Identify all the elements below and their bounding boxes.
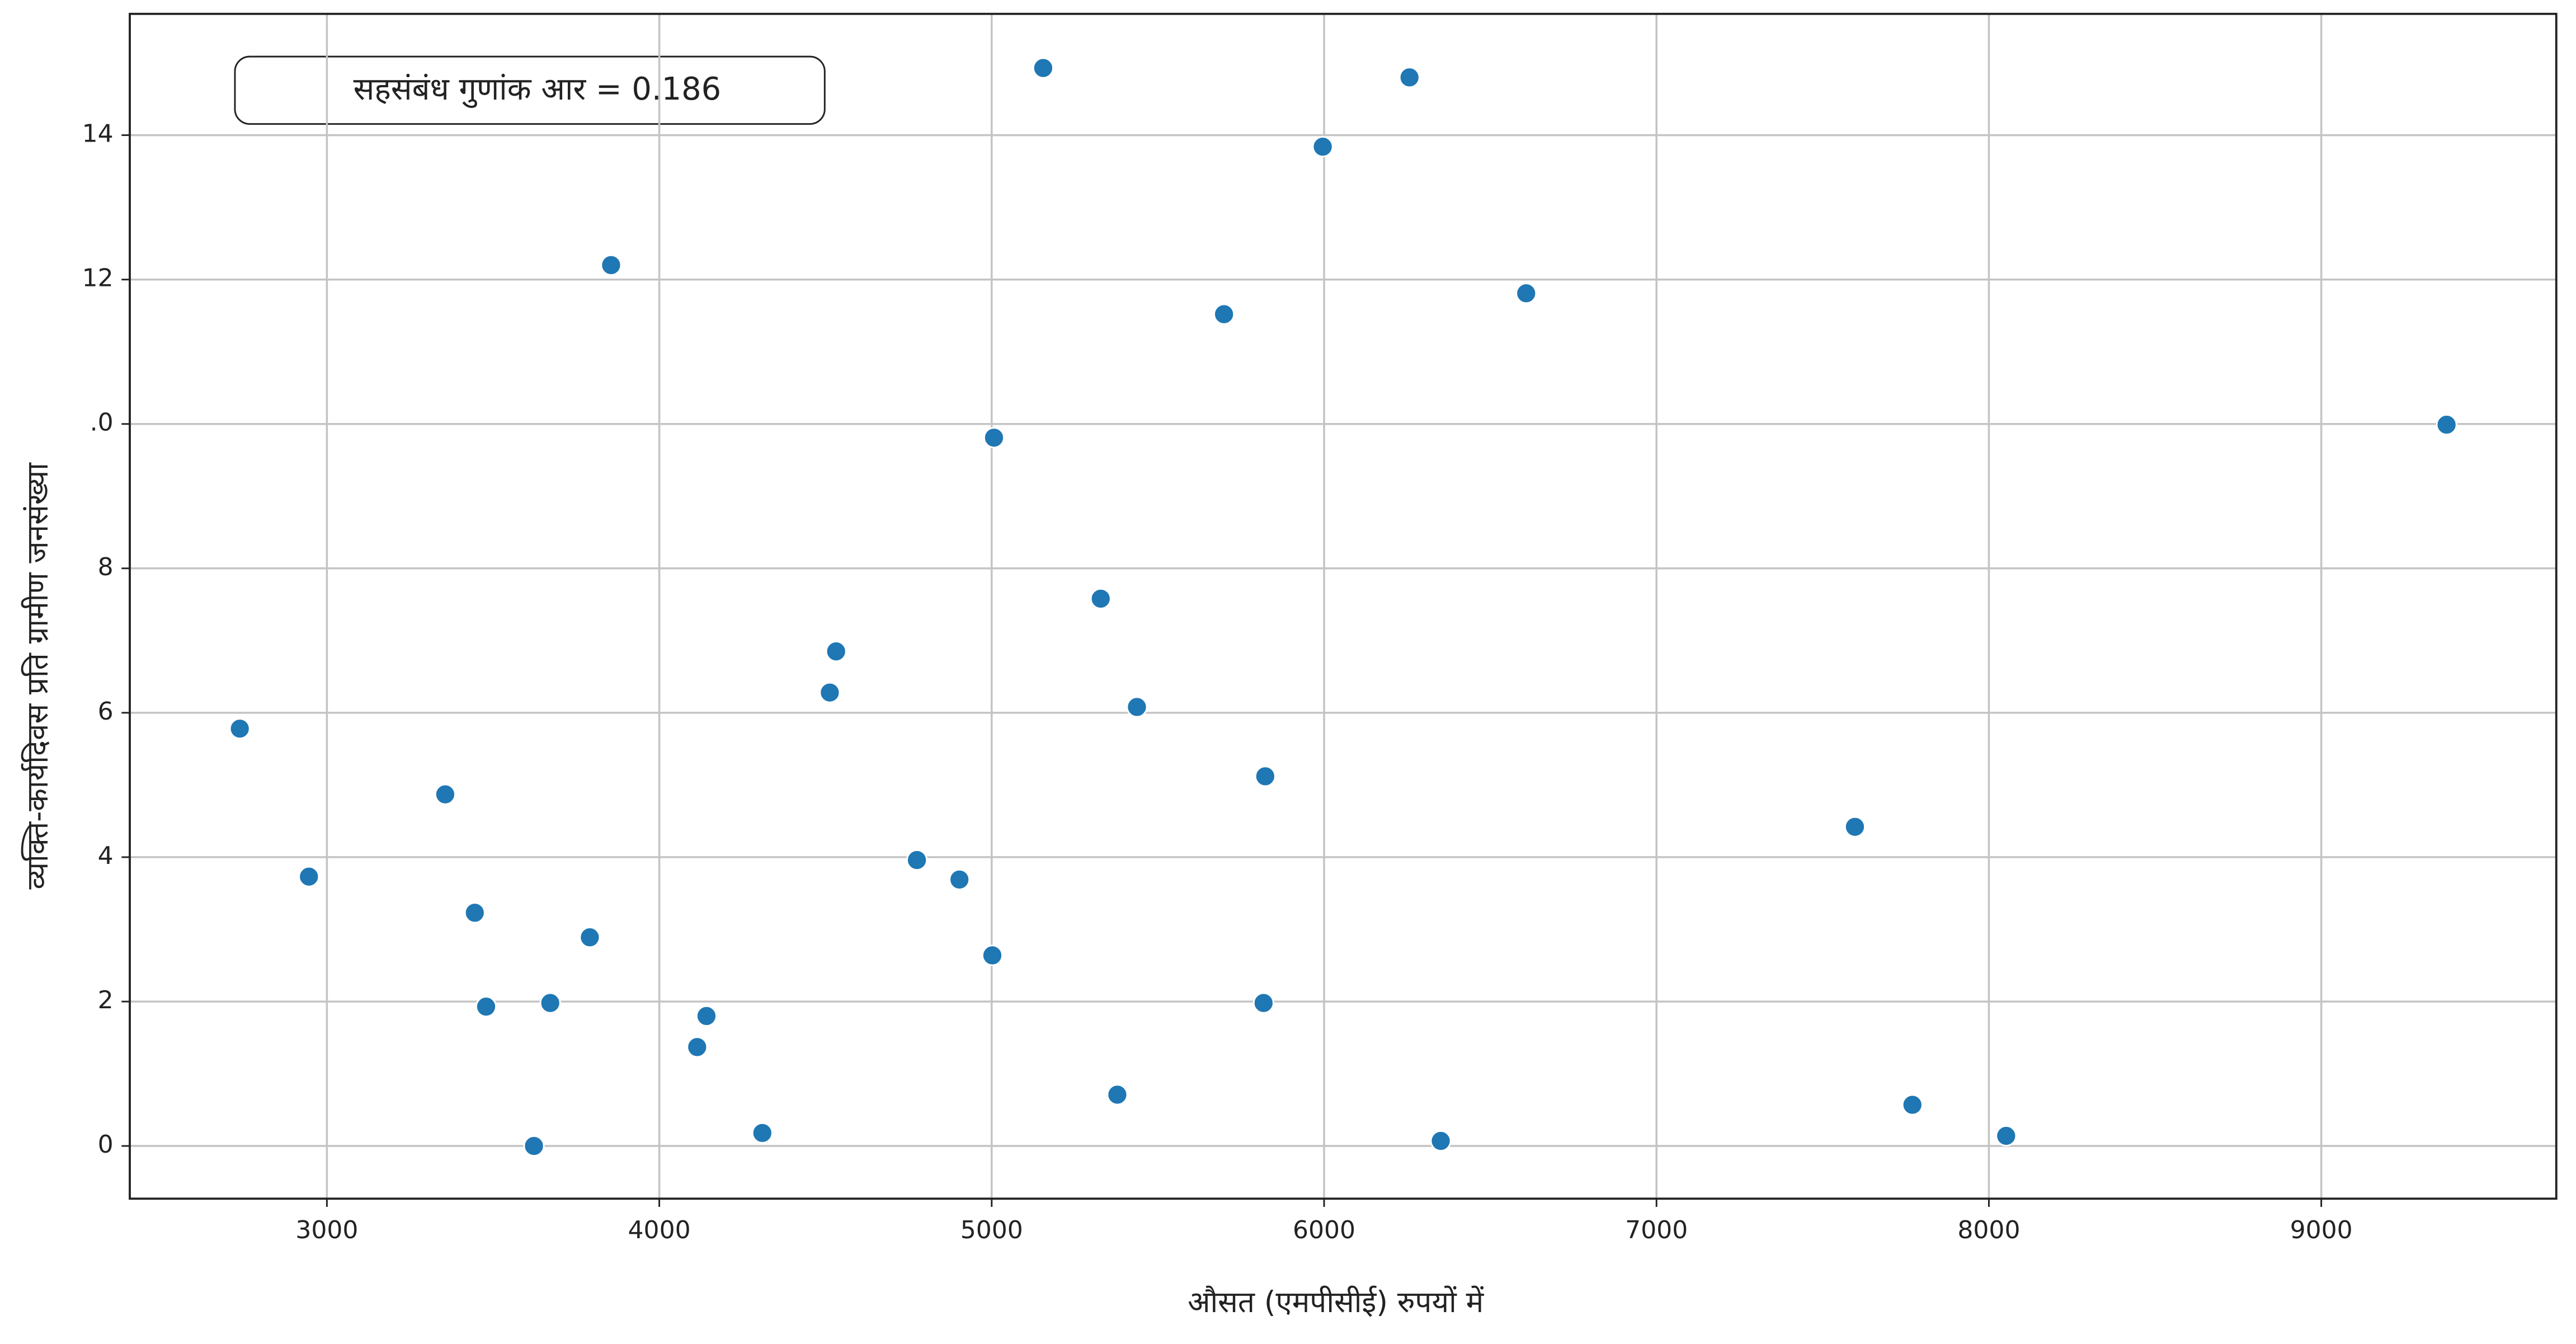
point	[1126, 696, 1148, 718]
point	[983, 427, 1005, 449]
point	[1213, 303, 1235, 325]
x-axis-label: औसत (एमपीसीई) रुपयों में	[1188, 1285, 1485, 1319]
point	[464, 902, 486, 924]
point	[819, 682, 841, 703]
annotation: सहसंबंध गुणांक आर = 0.186	[354, 71, 722, 108]
x-tick-label: 7000	[1625, 1216, 1688, 1244]
point	[539, 992, 561, 1014]
y-tick-label: 12	[82, 264, 114, 293]
y-tick-label: 14	[82, 120, 114, 148]
x-tick-label: 3000	[295, 1216, 358, 1244]
y-tick-label: .0	[90, 408, 114, 437]
point	[695, 1005, 718, 1027]
point	[1398, 67, 1420, 88]
x-tick-label: 5000	[960, 1216, 1023, 1244]
y-tick-label: 6	[98, 697, 114, 726]
annotation-box	[234, 55, 826, 125]
point	[579, 927, 601, 948]
x-tick-label: 6000	[1293, 1216, 1355, 1244]
y-tick-label: 0	[98, 1130, 114, 1159]
point	[1090, 588, 1112, 610]
point	[600, 254, 622, 276]
point	[2436, 413, 2457, 436]
point	[434, 783, 456, 805]
x-tick-label: 4000	[628, 1216, 691, 1244]
point	[1312, 136, 1334, 158]
point	[981, 944, 1004, 966]
point	[1901, 1094, 1923, 1116]
point	[1254, 765, 1276, 787]
point	[751, 1122, 773, 1144]
point	[298, 866, 320, 887]
point	[475, 995, 497, 1018]
y-axis-label: व्यक्ति-कार्यदिवस प्रति ग्रामीण जनसंख्या	[21, 462, 55, 890]
point	[1515, 283, 1537, 304]
point	[686, 1036, 708, 1058]
x-tick-label: 9000	[2290, 1216, 2353, 1244]
point	[1252, 992, 1274, 1014]
point	[1995, 1125, 2017, 1147]
point	[229, 718, 251, 740]
point	[1844, 816, 1866, 838]
y-tick-label: 8	[98, 553, 114, 581]
point	[825, 641, 847, 662]
point	[1106, 1084, 1128, 1106]
point	[1032, 57, 1054, 79]
point	[1430, 1130, 1452, 1152]
plot-frame	[129, 12, 2558, 1200]
point	[906, 849, 928, 871]
x-tick-label: 8000	[1957, 1216, 2020, 1244]
y-tick-label: 4	[98, 842, 114, 870]
point	[949, 868, 971, 891]
point	[523, 1135, 545, 1157]
y-tick-label: 2	[98, 986, 114, 1014]
